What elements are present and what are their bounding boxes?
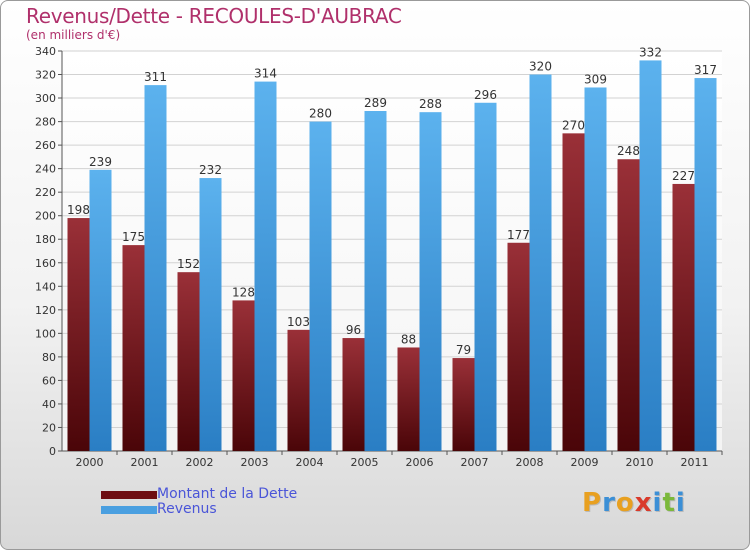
x-tick-label: 2010 — [626, 456, 654, 469]
x-tick-label: 2009 — [571, 456, 599, 469]
logo-letter: i — [675, 488, 686, 518]
y-tick-label: 80 — [42, 351, 56, 364]
x-tick-label: 2008 — [516, 456, 544, 469]
bar-dette — [672, 183, 695, 452]
bar-revenus — [254, 81, 277, 452]
bar-revenus — [639, 60, 662, 451]
x-tick-label: 2011 — [681, 456, 709, 469]
data-label-revenus: 239 — [89, 155, 112, 169]
logo-letter: t — [662, 488, 676, 518]
bar-revenus — [419, 112, 442, 452]
y-tick-label: 0 — [49, 445, 56, 458]
data-label-revenus: 320 — [529, 60, 552, 74]
data-label-revenus: 332 — [639, 45, 662, 59]
y-tick-label: 240 — [35, 163, 56, 176]
bar-revenus — [529, 74, 552, 451]
bar-dette — [397, 347, 420, 451]
data-label-dette: 103 — [287, 315, 310, 329]
chart-subtitle: (en milliers d'€) — [26, 28, 121, 42]
bar-revenus — [584, 87, 607, 452]
y-tick-label: 280 — [35, 116, 56, 129]
bar-revenus — [309, 121, 332, 452]
bar-dette — [232, 300, 255, 451]
bar-revenus — [364, 111, 387, 451]
legend-swatch-revenus — [101, 506, 157, 514]
data-label-revenus: 309 — [584, 72, 607, 86]
data-label-dette: 79 — [456, 343, 471, 357]
bar-dette — [342, 338, 365, 451]
data-label-dette: 248 — [617, 144, 640, 158]
data-label-dette: 96 — [346, 323, 361, 337]
bar-dette — [562, 133, 585, 451]
data-label-revenus: 232 — [199, 163, 222, 177]
y-tick-label: 100 — [35, 327, 56, 340]
data-label-revenus: 288 — [419, 97, 442, 111]
y-tick-label: 140 — [35, 280, 56, 293]
chart-title: Revenus/Dette - RECOULES-D'AUBRAC — [26, 4, 402, 28]
data-label-dette: 128 — [232, 285, 255, 299]
bar-dette — [177, 272, 200, 451]
bar-dette — [67, 218, 90, 451]
logo-letter: r — [602, 488, 616, 518]
proxiti-logo: Proxiti — [582, 488, 686, 518]
legend-label-dette: Montant de la Dette — [157, 486, 298, 502]
x-tick-label: 2007 — [461, 456, 489, 469]
x-tick-label: 2005 — [351, 456, 379, 469]
data-label-revenus: 311 — [144, 70, 167, 84]
y-tick-label: 120 — [35, 304, 56, 317]
y-tick-label: 220 — [35, 186, 56, 199]
y-tick-label: 300 — [35, 92, 56, 105]
x-tick-label: 2002 — [186, 456, 214, 469]
bar-dette — [617, 159, 640, 451]
data-label-dette: 177 — [507, 228, 530, 242]
bar-dette — [287, 329, 310, 451]
data-label-revenus: 317 — [694, 63, 717, 77]
y-tick-label: 200 — [35, 210, 56, 223]
y-tick-label: 180 — [35, 233, 56, 246]
data-label-dette: 152 — [177, 257, 200, 271]
plot-area — [62, 51, 722, 451]
bar-revenus — [144, 85, 167, 451]
data-label-revenus: 280 — [309, 107, 332, 121]
data-label-revenus: 289 — [364, 96, 387, 110]
y-tick-label: 40 — [42, 398, 56, 411]
bar-dette — [452, 358, 475, 451]
data-label-dette: 270 — [562, 118, 585, 132]
bar-revenus — [199, 178, 222, 451]
bar-revenus — [89, 169, 112, 451]
data-label-revenus: 314 — [254, 67, 277, 81]
data-label-revenus: 296 — [474, 88, 497, 102]
logo-letter: x — [634, 488, 653, 518]
y-tick-label: 20 — [42, 421, 56, 434]
data-label-dette: 175 — [122, 230, 145, 244]
y-tick-label: 320 — [35, 69, 56, 82]
logo-letter: o — [615, 488, 635, 518]
data-label-dette: 227 — [672, 169, 695, 183]
logo-letter: i — [652, 488, 663, 518]
y-tick-label: 340 — [35, 45, 56, 58]
logo-letter: P — [582, 488, 603, 518]
x-tick-label: 2006 — [406, 456, 434, 469]
y-tick-label: 160 — [35, 257, 56, 270]
bar-revenus — [474, 102, 497, 451]
y-tick-label: 60 — [42, 374, 56, 387]
y-tick-label: 260 — [35, 139, 56, 152]
legend-swatch-dette — [101, 491, 157, 499]
bar-dette — [507, 242, 530, 451]
bar-revenus — [694, 78, 717, 451]
x-tick-label: 2001 — [131, 456, 159, 469]
x-tick-label: 2004 — [296, 456, 324, 469]
legend-label-revenus: Revenus — [157, 501, 217, 517]
data-label-dette: 198 — [67, 203, 90, 217]
x-tick-label: 2003 — [241, 456, 269, 469]
bar-dette — [122, 245, 145, 451]
data-label-dette: 88 — [401, 332, 416, 346]
x-tick-label: 2000 — [76, 456, 104, 469]
